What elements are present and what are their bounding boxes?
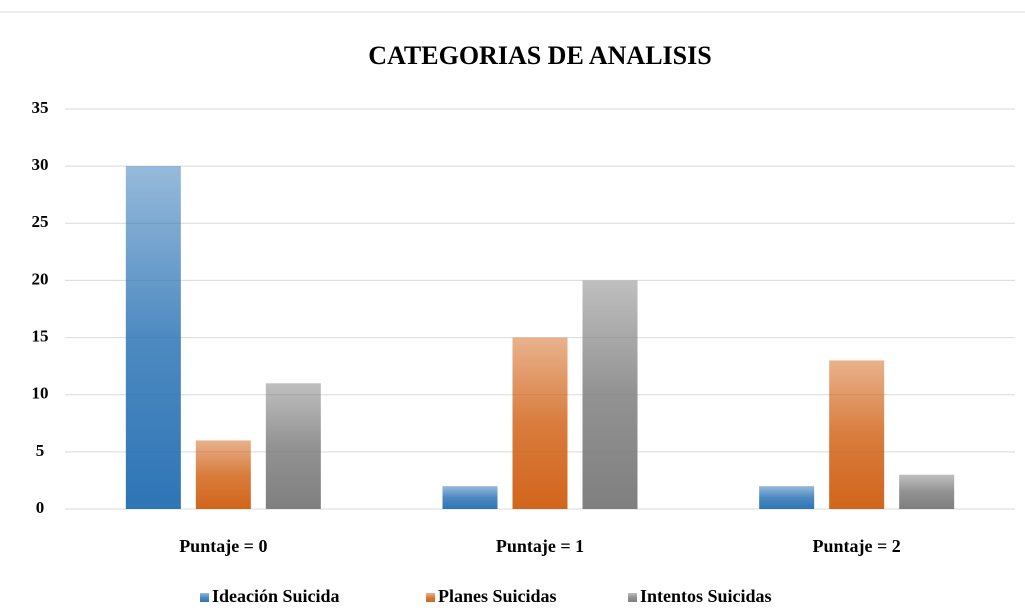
y-tick-label: 25	[32, 212, 49, 231]
bar	[195, 440, 251, 509]
bar	[265, 383, 321, 509]
legend-label: Ideación Suicida	[212, 586, 340, 606]
y-tick-label: 35	[32, 98, 49, 117]
y-tick-label: 5	[36, 441, 45, 460]
legend-swatch	[426, 593, 435, 602]
y-tick-label: 10	[32, 384, 49, 403]
x-tick-label: Puntaje = 2	[813, 536, 901, 556]
y-tick-label: 0	[36, 498, 45, 517]
y-tick-label: 20	[32, 269, 49, 288]
bar	[442, 486, 498, 509]
bar	[759, 486, 815, 509]
bar	[125, 166, 181, 509]
x-tick-label: Puntaje = 0	[179, 536, 267, 556]
chart-title: CATEGORIAS DE ANALISIS	[368, 41, 711, 70]
legend-swatch	[200, 593, 209, 602]
legend-label: Intentos Suicidas	[640, 586, 772, 606]
y-tick-label: 15	[32, 326, 49, 345]
x-tick-label: Puntaje = 1	[496, 536, 584, 556]
bar	[512, 337, 568, 509]
bar	[582, 280, 638, 509]
legend-swatch	[628, 593, 637, 602]
y-tick-label: 30	[32, 155, 49, 174]
bar	[829, 360, 885, 509]
bar	[899, 474, 955, 509]
legend-label: Planes Suicidas	[438, 586, 557, 606]
